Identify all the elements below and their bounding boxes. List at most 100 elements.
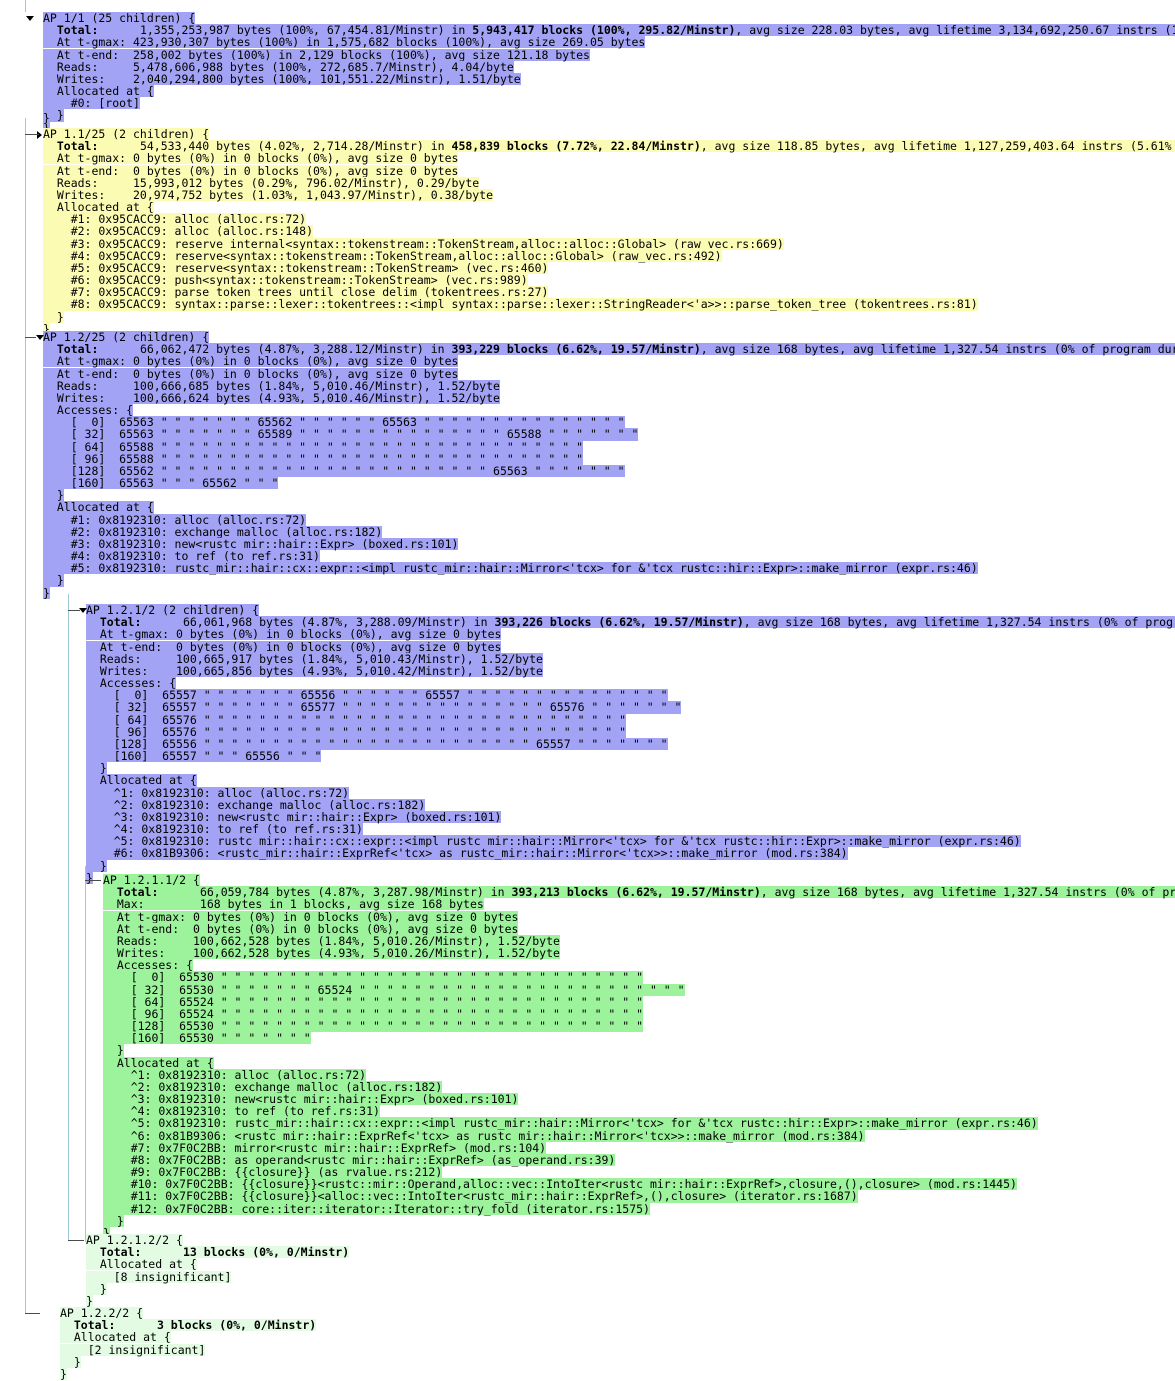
- stat-line: Total: 3 blocks (0%, 0/Minstr): [60, 1319, 317, 1332]
- stat-line: Total: 54,533,440 bytes (4.02%, 2,714.28…: [43, 140, 1175, 152]
- node-close-brace: }: [86, 870, 93, 885]
- allocated-at-label: Allocated at {: [43, 200, 154, 215]
- ap-node-header[interactable]: AP 1.2.1.2/2 {: [86, 1233, 183, 1247]
- stack-frame-line: #6: 0x95CACC9: push<syntax::tokenstream:…: [43, 273, 528, 288]
- node-close-brace: }: [43, 121, 50, 134]
- triangle-down-icon[interactable]: [26, 16, 34, 21]
- stack-frame-line: ^6: 0x81B9306: <rustc_mir::hair::ExprRef…: [103, 1128, 865, 1143]
- ap-node-header[interactable]: AP 1/1 (25 children) {: [43, 11, 196, 25]
- stat-line: At t-end: 0 bytes (0%) in 0 blocks (0%),…: [86, 639, 502, 654]
- stat-line: Total: 66,061,968 bytes (4.87%, 3,288.09…: [86, 616, 1175, 628]
- stat-line: Writes: 20,974,752 bytes (1.03%, 1,043.9…: [43, 187, 494, 202]
- stack-frame-line: #1: 0x8192310: alloc (alloc.rs:72): [43, 512, 307, 527]
- stack-frame-line: #2: 0x8192310: exchange_malloc (alloc.rs…: [43, 524, 383, 539]
- stat-line: At t-end: 0 bytes (0%) in 0 blocks (0%),…: [103, 921, 519, 936]
- node-close-brace: }: [43, 321, 50, 336]
- access-line: [ 96] 65576 " " " " " " " " " " " " " " …: [86, 724, 627, 739]
- tree-connector-line: [68, 610, 80, 611]
- ap-node-header[interactable]: AP 1.2.1.1/2 {: [103, 873, 200, 887]
- stat-line: Total: 13 blocks (0%, 0/Minstr): [86, 1246, 350, 1259]
- stack-frame-line: #2: 0x95CACC9: alloc (alloc.rs:148): [43, 224, 314, 239]
- ap-node-header[interactable]: AP 1.2.1/2 (2 children) {: [86, 603, 260, 617]
- stack-frame-line: #4: 0x8192310: to_ref (to_ref.rs:31): [43, 549, 320, 564]
- access-line: [ 64] 65524 " " " " " " " " " " " " " " …: [103, 994, 644, 1009]
- tree-guide-line: [85, 866, 86, 1242]
- triangle-down-icon[interactable]: [36, 335, 44, 340]
- tree-connector-line: [85, 880, 101, 881]
- accesses-close-brace: }: [43, 488, 64, 503]
- ap-node-header[interactable]: AP 1.1/25 (2 children) {: [43, 127, 210, 141]
- allocated-close-brace: }: [43, 309, 64, 324]
- allocated-close-brace: }: [86, 1281, 107, 1296]
- access-line: [160] 65530 " " " " " " ": [103, 1031, 311, 1046]
- stack-frame-line: #8: 0x7F0C2BB: as_operand<rustc_mir::hai…: [103, 1152, 616, 1167]
- stat-line: At t-end: 0 bytes (0%) in 0 blocks (0%),…: [43, 163, 459, 178]
- stack-frame-line: ^1: 0x8192310: alloc (alloc.rs:72): [86, 785, 350, 800]
- stat-line: At t-end: 258,002 bytes (100%) in 2,129 …: [43, 47, 590, 62]
- stack-frame-line: #7: 0x7F0C2BB: mirror<rustc_mir::hair::E…: [103, 1140, 547, 1155]
- stack-frame-line: ^5: 0x8192310: rustc_mir::hair::cx::expr…: [103, 1116, 1038, 1131]
- access-line: [ 96] 65524 " " " " " " " " " " " " " " …: [103, 1006, 644, 1021]
- stack-frame-line: #5: 0x8192310: rustc_mir::hair::cx::expr…: [43, 561, 978, 576]
- access-line: [ 0] 65563 " " " " " " " 65562 " " " " "…: [43, 415, 625, 430]
- stat-line: At t-gmax: 0 bytes (0%) in 0 blocks (0%)…: [43, 354, 459, 369]
- allocated-at-label: Allocated at {: [86, 773, 197, 788]
- access-line: [ 32] 65530 " " " " " " " 65524 " " " " …: [103, 982, 685, 997]
- triangle-right-icon[interactable]: [37, 131, 42, 139]
- stat-line: Total: 1,355,253,987 bytes (100%, 67,454…: [43, 24, 1175, 36]
- tree-guide-line: [25, 0, 26, 12]
- accesses-close-brace: }: [86, 761, 107, 776]
- tree-guide-line: [25, 118, 26, 1313]
- triangle-down-icon[interactable]: [79, 608, 87, 613]
- stat-line: Writes: 2,040,294,800 bytes (100%, 101,5…: [43, 71, 521, 86]
- stack-frame-line: [8 insignificant]: [86, 1269, 232, 1284]
- stat-line: At t-gmax: 423,930,307 bytes (100%) in 1…: [43, 35, 646, 50]
- accesses-close-brace: }: [103, 1043, 124, 1058]
- ap-node-header[interactable]: AP 1.2/25 (2 children) {: [43, 330, 210, 344]
- access-line: [ 64] 65576 " " " " " " " " " " " " " " …: [86, 712, 627, 727]
- allocated-close-brace: }: [86, 858, 107, 873]
- allocated-close-brace: }: [60, 1354, 81, 1369]
- stat-line: Writes: 100,662,528 bytes (4.93%, 5,010.…: [103, 946, 560, 961]
- node-close-brace: }: [43, 585, 50, 600]
- stack-frame-line: #4: 0x95CACC9: reserve<syntax::tokenstre…: [43, 248, 722, 263]
- stat-line: Reads: 15,993,012 bytes (0.29%, 796.02/M…: [43, 175, 480, 190]
- stack-frame-line: #1: 0x95CACC9: alloc (alloc.rs:72): [43, 212, 307, 227]
- ap-node-header[interactable]: AP 1.2.2/2 {: [60, 1306, 144, 1320]
- access-line: [128] 65562 " " " " " " " " " " " " " " …: [43, 463, 625, 478]
- stat-line: Reads: 5,478,606,988 bytes (100%, 272,68…: [43, 59, 514, 74]
- access-line: [ 32] 65563 " " " " " " " 65589 " " " " …: [43, 427, 639, 442]
- stack-frame-line: ^3: 0x8192310: new<rustc_mir::hair::Expr…: [86, 809, 502, 824]
- allocated-at-label: Allocated at {: [86, 1257, 197, 1272]
- access-line: [128] 65556 " " " " " " " " " " " " " " …: [86, 736, 668, 751]
- stat-line: Total: 66,059,784 bytes (4.87%, 3,287.98…: [103, 886, 1175, 898]
- access-line: [ 32] 65557 " " " " " " " 65577 " " " " …: [86, 700, 682, 715]
- allocated-close-brace: }: [43, 573, 64, 588]
- stack-frame-line: ^2: 0x8192310: exchange_malloc (alloc.rs…: [86, 797, 426, 812]
- stat-line: Reads: 100,665,917 bytes (1.84%, 5,010.4…: [86, 651, 543, 666]
- stack-frame-line: ^2: 0x8192310: exchange_malloc (alloc.rs…: [103, 1079, 443, 1094]
- access-line: [128] 65530 " " " " " " " " " " " " " " …: [103, 1019, 644, 1034]
- root-close-brace: }: [43, 111, 50, 125]
- accesses-label: Accesses: {: [103, 958, 194, 973]
- tree-connector-line: [25, 134, 39, 135]
- stat-line: Total: 66,062,472 bytes (4.87%, 3,288.12…: [43, 343, 1175, 355]
- stack-frame-line: ^4: 0x8192310: to_ref (to_ref.rs:31): [103, 1104, 380, 1119]
- stack-frame-line: [2 insignificant]: [60, 1342, 206, 1357]
- tree-connector-line: [68, 1240, 84, 1241]
- tree-connector-line: [25, 337, 36, 338]
- allocated-close-brace: }: [103, 1213, 124, 1228]
- stack-frame-line: #8: 0x95CACC9: syntax::parse::lexer::tok…: [43, 297, 978, 312]
- access-line: [160] 65557 " " " 65556 " " ": [86, 749, 322, 764]
- allocated-at-label: Allocated at {: [103, 1055, 214, 1070]
- stack-frame-line: #3: 0x8192310: new<rustc_mir::hair::Expr…: [43, 536, 459, 551]
- stat-line: Max: 168 bytes in 1 blocks, avg size 168…: [103, 897, 484, 912]
- node-close-brace: }: [103, 1225, 110, 1240]
- allocated-at-label: Allocated at {: [43, 84, 154, 99]
- stat-line: At t-gmax: 0 bytes (0%) in 0 blocks (0%)…: [86, 627, 502, 642]
- stack-frame-line: #6: 0x81B9306: <rustc_mir::hair::ExprRef…: [86, 846, 848, 861]
- stat-line: Reads: 100,666,685 bytes (1.84%, 5,010.4…: [43, 378, 500, 393]
- stack-frame-line: #3: 0x95CACC9: reserve_internal<syntax::…: [43, 236, 784, 251]
- tree-guide-line: [68, 594, 69, 1240]
